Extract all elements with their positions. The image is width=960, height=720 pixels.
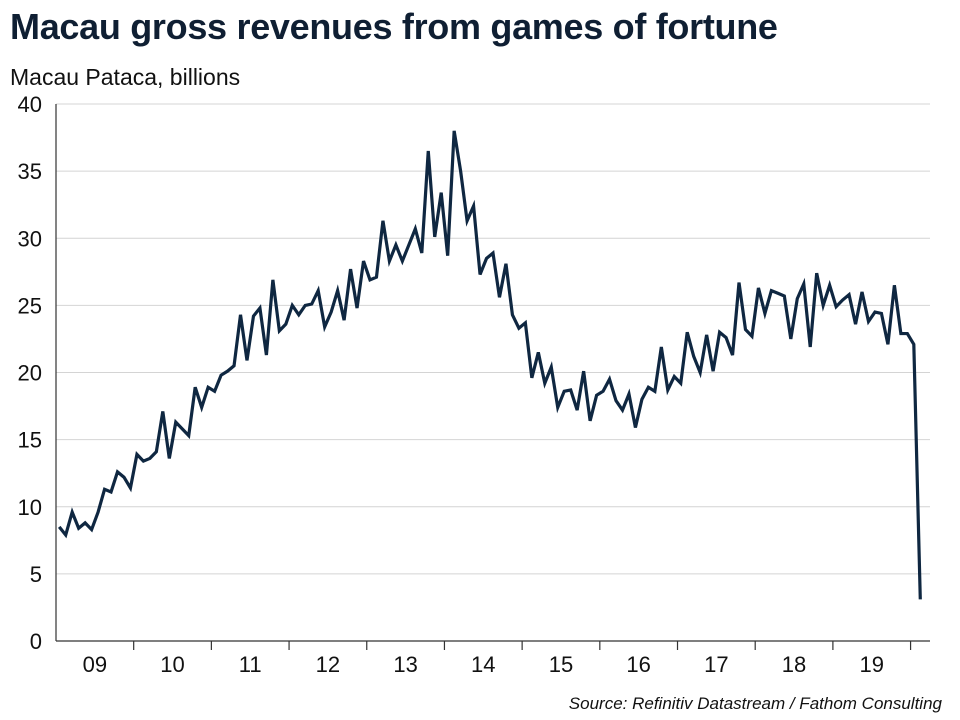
axes (55, 104, 930, 650)
y-tick-label: 10 (18, 495, 42, 520)
chart-title: Macau gross revenues from games of fortu… (10, 6, 778, 47)
x-tick-label: 19 (859, 652, 883, 677)
y-tick-label: 40 (18, 92, 42, 117)
y-tick-label: 0 (30, 629, 42, 654)
y-tick-label: 20 (18, 361, 42, 386)
x-tick-label: 15 (549, 652, 573, 677)
x-tick-label: 12 (316, 652, 340, 677)
y-tick-label: 15 (18, 428, 42, 453)
chart-subtitle: Macau Pataca, billions (10, 64, 241, 90)
x-tick-label: 16 (626, 652, 650, 677)
source-note: Source: Refinitiv Datastream / Fathom Co… (568, 694, 942, 713)
x-tick-label: 17 (704, 652, 728, 677)
x-tick-label: 09 (83, 652, 107, 677)
x-tick-label: 14 (471, 652, 495, 677)
y-tick-label: 30 (18, 226, 42, 251)
series-line-0 (57, 130, 922, 600)
x-tick-label: 13 (393, 652, 417, 677)
x-tick-label: 10 (160, 652, 184, 677)
x-tick-label: 18 (782, 652, 806, 677)
y-tick-label: 35 (18, 159, 42, 184)
gridlines (56, 103, 930, 575)
series (57, 130, 922, 600)
y-tick-label: 5 (30, 562, 42, 587)
tick-labels: 0 5 10 15 20 25 30 35 40 09 10 11 12 13 14 15 16 17 18 19 (18, 92, 884, 677)
x-tick-label: 11 (239, 652, 262, 677)
y-tick-label: 25 (18, 293, 42, 318)
